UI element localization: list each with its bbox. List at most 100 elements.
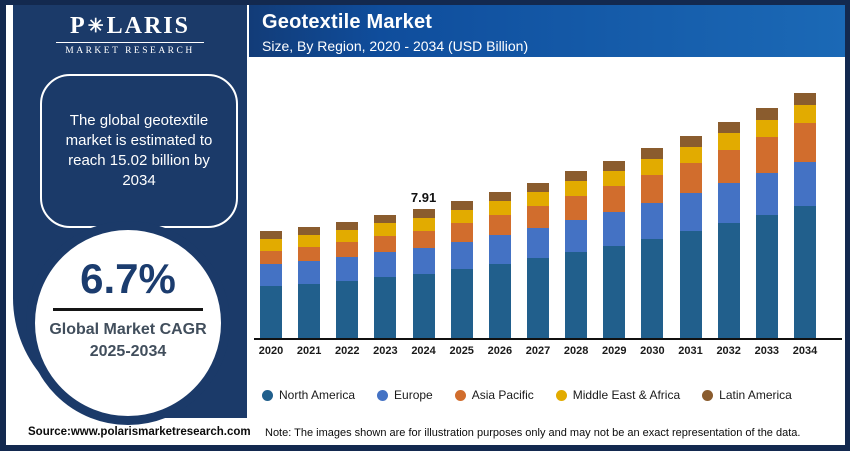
cagr-label-line2: 2025-2034 bbox=[89, 342, 167, 360]
bar-segment bbox=[298, 247, 321, 261]
legend-dot-icon bbox=[555, 389, 567, 401]
year-label-2030: 2030 bbox=[640, 345, 665, 357]
bar-segment bbox=[526, 206, 549, 228]
brand-name-suffix: LARIS bbox=[106, 13, 190, 39]
legend-label: Middle East & Africa bbox=[572, 388, 681, 402]
logo-divider bbox=[56, 42, 204, 43]
legend-dot-icon bbox=[702, 389, 714, 401]
bar-segment bbox=[565, 196, 588, 220]
legend-label: Europe bbox=[394, 388, 433, 402]
bar-segment bbox=[412, 248, 435, 274]
bar-segment bbox=[488, 192, 511, 201]
bar-2030 bbox=[641, 148, 664, 338]
bar-segment bbox=[374, 215, 397, 223]
cagr-value: 6.7% bbox=[80, 255, 176, 302]
bar-2029 bbox=[603, 161, 626, 338]
header-banner: Geotextile Market Size, By Region, 2020 … bbox=[249, 5, 845, 57]
bar-segment bbox=[717, 223, 740, 338]
legend-label: Latin America bbox=[719, 388, 792, 402]
bar-2022 bbox=[336, 222, 359, 338]
bar-segment bbox=[450, 201, 473, 210]
year-label-2034: 2034 bbox=[792, 345, 818, 357]
bar-segment bbox=[793, 162, 816, 206]
bar-segment bbox=[565, 181, 588, 196]
bar-2033 bbox=[755, 108, 778, 338]
bar-segment bbox=[412, 209, 435, 218]
year-label-2033: 2033 bbox=[754, 345, 780, 357]
brand-name-prefix: P bbox=[70, 13, 87, 39]
bar-2032 bbox=[717, 122, 740, 338]
bar-segment bbox=[641, 239, 664, 338]
legend-item: Middle East & Africa bbox=[555, 388, 681, 402]
cagr-label-line1: Global Market CAGR bbox=[49, 321, 207, 339]
legend-item: Europe bbox=[377, 388, 433, 402]
bar-segment bbox=[755, 173, 778, 215]
chart-area: 7.91 2020 2021 2022 2023 2024 2025 2026 2027 202… bbox=[247, 57, 845, 419]
bar-segment bbox=[488, 201, 511, 215]
bar-segment bbox=[603, 246, 626, 338]
bar-segment bbox=[793, 123, 816, 162]
year-label-2028: 2028 bbox=[563, 345, 589, 357]
bar-segment bbox=[526, 183, 549, 192]
brand-logo: P✳LARIS MARKET RESEARCH bbox=[13, 13, 247, 56]
bar-segment bbox=[755, 137, 778, 173]
legend-dot-icon bbox=[377, 389, 389, 401]
bar-segment bbox=[450, 223, 473, 242]
year-label-2032: 2032 bbox=[716, 345, 741, 357]
bar-segment bbox=[374, 252, 397, 277]
bar-2025 bbox=[450, 201, 473, 338]
bar-segment bbox=[450, 210, 473, 223]
bar-segment bbox=[298, 261, 321, 284]
bar-2026 bbox=[488, 192, 511, 338]
bar-segment bbox=[679, 163, 702, 193]
bar-segment bbox=[717, 183, 740, 223]
year-label-2023: 2023 bbox=[373, 345, 398, 357]
bar-segment bbox=[260, 286, 282, 338]
bar-segment bbox=[260, 231, 282, 239]
bar-2034 bbox=[793, 93, 816, 338]
year-label-2031: 2031 bbox=[678, 345, 703, 357]
bar-segment bbox=[260, 239, 282, 251]
bar-2021 bbox=[298, 227, 321, 338]
bar-segment bbox=[679, 136, 702, 147]
bar-segment bbox=[298, 235, 321, 247]
year-label-2026: 2026 bbox=[487, 345, 513, 357]
chart-legend: North America Europe Asia Pacific Middle Ea… bbox=[262, 388, 792, 402]
brand-name: P✳LARIS bbox=[13, 13, 247, 40]
bar-stack-group: 7.91 bbox=[260, 88, 816, 338]
bar-segment bbox=[336, 222, 359, 230]
bar-segment bbox=[755, 108, 778, 120]
bar-segment bbox=[412, 218, 435, 231]
year-label-2029: 2029 bbox=[602, 345, 627, 357]
bar-segment bbox=[679, 231, 702, 338]
bar-segment bbox=[565, 252, 588, 338]
bar-segment bbox=[565, 171, 588, 181]
bar-segment bbox=[526, 258, 549, 338]
compass-star-icon: ✳ bbox=[87, 16, 106, 37]
bar-segment bbox=[450, 242, 473, 269]
year-label-2025: 2025 bbox=[449, 345, 474, 357]
bar-segment bbox=[679, 147, 702, 163]
bar-segment bbox=[298, 284, 321, 338]
bar-segment bbox=[641, 159, 664, 175]
bar-segment bbox=[336, 281, 359, 338]
bar-segment bbox=[603, 186, 626, 212]
year-label-2020: 2020 bbox=[258, 345, 284, 357]
year-label-2024: 2024 bbox=[411, 345, 436, 357]
page-subtitle: Size, By Region, 2020 - 2034 (USD Billio… bbox=[262, 38, 529, 54]
legend-dot-icon bbox=[454, 389, 466, 401]
year-label-2021: 2021 bbox=[296, 345, 322, 357]
value-label: 7.91 bbox=[410, 190, 437, 205]
bar-segment bbox=[374, 223, 397, 236]
bar-segment bbox=[336, 257, 359, 281]
legend-label: Asia Pacific bbox=[471, 388, 534, 402]
bar-segment bbox=[717, 150, 740, 183]
bar-segment bbox=[412, 274, 435, 338]
bar-segment bbox=[336, 230, 359, 242]
bar-2024: 7.91 bbox=[411, 190, 436, 338]
bar-segment bbox=[374, 236, 397, 252]
bar-segment bbox=[603, 171, 626, 186]
bar-2027 bbox=[526, 183, 549, 338]
legend-item: Latin America bbox=[702, 388, 792, 402]
